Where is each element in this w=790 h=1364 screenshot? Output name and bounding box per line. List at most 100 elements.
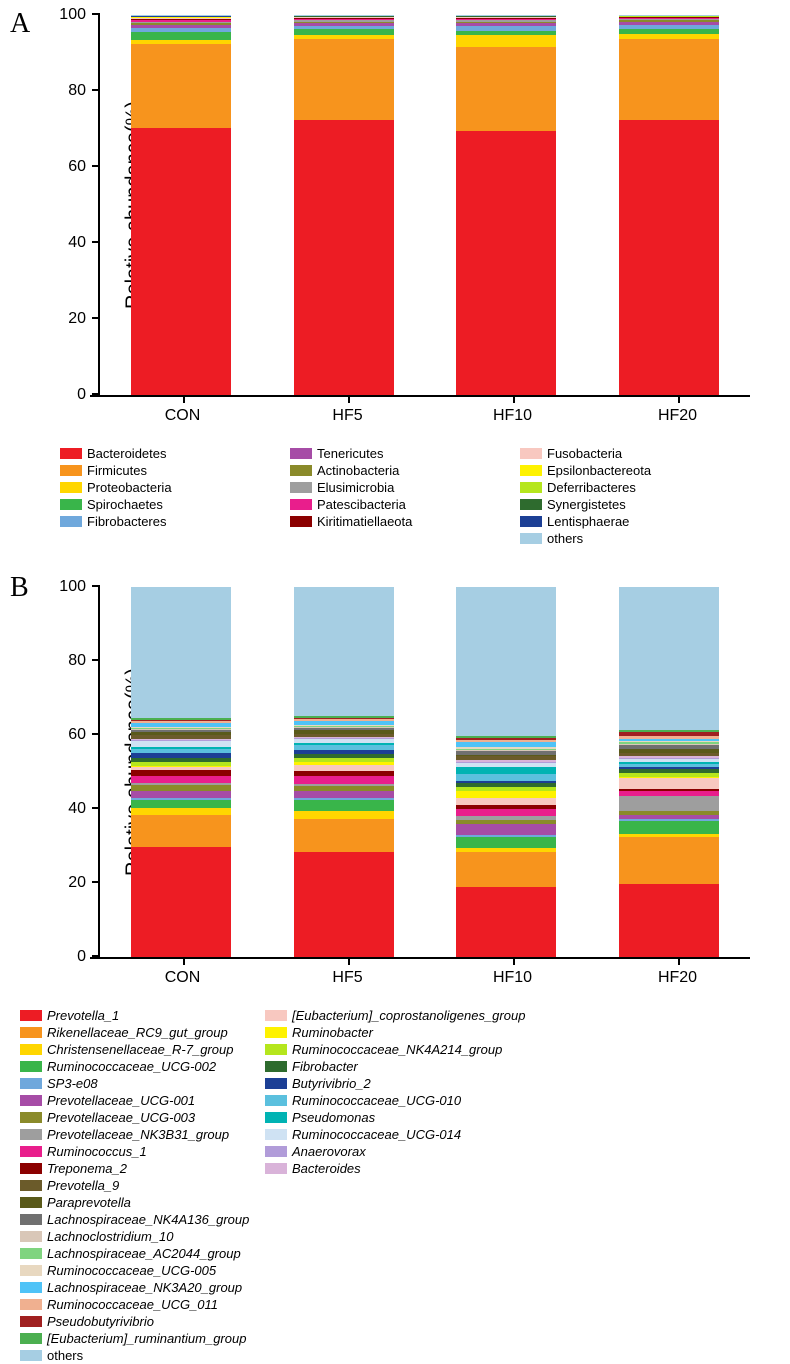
legend-item: Pseudomonas bbox=[265, 1109, 545, 1126]
legend-text: Treponema_2 bbox=[47, 1161, 127, 1176]
legend-item: Anaerovorax bbox=[265, 1143, 545, 1160]
seg bbox=[619, 821, 719, 834]
legend-swatch bbox=[20, 1095, 42, 1106]
legend-item: others bbox=[20, 1347, 265, 1364]
legend-item: Prevotella_1 bbox=[20, 1007, 265, 1024]
legend-text: Ruminococcus_1 bbox=[47, 1144, 147, 1159]
legend-swatch bbox=[20, 1231, 42, 1242]
legend-swatch bbox=[20, 1129, 42, 1140]
legend-swatch bbox=[20, 1146, 42, 1157]
legend-text: Lachnospiraceae_AC2044_group bbox=[47, 1246, 241, 1261]
legend-item: Prevotellaceae_NK3B31_group bbox=[20, 1126, 265, 1143]
legend-text: Rikenellaceae_RC9_gut_group bbox=[47, 1025, 228, 1040]
seg bbox=[456, 587, 556, 736]
legend-item: Lachnoclostridium_10 bbox=[20, 1228, 265, 1245]
seg bbox=[456, 47, 556, 131]
legend-swatch bbox=[290, 516, 312, 527]
legend-text: Ruminococcaceae_UCG-002 bbox=[47, 1059, 216, 1074]
bar-HF5 bbox=[294, 587, 394, 957]
seg bbox=[131, 128, 231, 395]
seg bbox=[619, 120, 719, 395]
legend-swatch bbox=[520, 499, 542, 510]
panel-b-yaxis: 020406080100 bbox=[90, 587, 100, 957]
legend-text: Prevotella_1 bbox=[47, 1008, 119, 1023]
seg bbox=[619, 796, 719, 811]
y-tick-label: 20 bbox=[68, 310, 86, 328]
panel-a-label: A bbox=[10, 8, 30, 40]
legend-swatch bbox=[265, 1146, 287, 1157]
seg bbox=[619, 39, 719, 120]
legend-item: Ruminococcus_1 bbox=[20, 1143, 265, 1160]
legend-swatch bbox=[60, 465, 82, 476]
y-tick-label: 80 bbox=[68, 82, 86, 100]
legend-text: Spirochaetes bbox=[87, 497, 163, 512]
seg bbox=[619, 587, 719, 730]
legend-item: Rikenellaceae_RC9_gut_group bbox=[20, 1024, 265, 1041]
legend-text: Lachnospiraceae_NK3A20_group bbox=[47, 1280, 242, 1295]
legend-item: Ruminococcaceae_UCG-014 bbox=[265, 1126, 545, 1143]
panel-b-legend: Prevotella_1Rikenellaceae_RC9_gut_groupC… bbox=[20, 1007, 770, 1364]
legend-text: Ruminococcaceae_UCG_011 bbox=[47, 1297, 218, 1312]
legend-item: Fibrobacteres bbox=[60, 513, 290, 530]
x-tick bbox=[183, 957, 185, 965]
x-tick bbox=[678, 957, 680, 965]
legend-item: Fibrobacter bbox=[265, 1058, 545, 1075]
y-tick-label: 0 bbox=[77, 948, 86, 966]
legend-text: Prevotellaceae_UCG-003 bbox=[47, 1110, 195, 1125]
legend-swatch bbox=[20, 1044, 42, 1055]
legend-text: Ruminococcaceae_UCG-005 bbox=[47, 1263, 216, 1278]
legend-swatch bbox=[265, 1078, 287, 1089]
legend-text: Proteobacteria bbox=[87, 480, 172, 495]
legend-item: Firmicutes bbox=[60, 462, 290, 479]
seg bbox=[294, 776, 394, 783]
legend-item: Kiritimatiellaeota bbox=[290, 513, 520, 530]
panel-b-label: B bbox=[10, 572, 29, 604]
legend-item: Fusobacteria bbox=[520, 445, 750, 462]
seg bbox=[131, 800, 231, 807]
panel-a: A 020406080100 Relative abundance(%) CON… bbox=[0, 0, 790, 547]
legend-item: [Eubacterium]_ruminantium_group bbox=[20, 1330, 265, 1347]
seg bbox=[456, 824, 556, 835]
legend-item: Butyrivibrio_2 bbox=[265, 1075, 545, 1092]
legend-item: Synergistetes bbox=[520, 496, 750, 513]
legend-swatch bbox=[265, 1044, 287, 1055]
legend-item: Paraprevotella bbox=[20, 1194, 265, 1211]
legend-text: Epsilonbactereota bbox=[547, 463, 651, 478]
seg bbox=[294, 587, 394, 716]
legend-swatch bbox=[20, 1333, 42, 1344]
y-tick bbox=[92, 317, 100, 319]
legend-text: Patescibacteria bbox=[317, 497, 406, 512]
legend-item: Proteobacteria bbox=[60, 479, 290, 496]
legend-text: SP3-e08 bbox=[47, 1076, 98, 1091]
x-tick bbox=[678, 395, 680, 403]
legend-text: Ruminobacter bbox=[292, 1025, 373, 1040]
legend-item: SP3-e08 bbox=[20, 1075, 265, 1092]
legend-item: Tenericutes bbox=[290, 445, 520, 462]
seg bbox=[456, 837, 556, 848]
seg bbox=[456, 791, 556, 798]
x-tick-label: CON bbox=[165, 407, 201, 425]
legend-swatch bbox=[20, 1061, 42, 1072]
x-tick-label: HF5 bbox=[332, 407, 362, 425]
legend-swatch bbox=[265, 1010, 287, 1021]
seg bbox=[456, 131, 556, 395]
legend-text: others bbox=[547, 531, 583, 546]
legend-swatch bbox=[520, 533, 542, 544]
legend-swatch bbox=[265, 1027, 287, 1038]
legend-column: FusobacteriaEpsilonbactereotaDeferribact… bbox=[520, 445, 750, 547]
seg bbox=[131, 587, 231, 718]
legend-text: Actinobacteria bbox=[317, 463, 399, 478]
bar-HF20 bbox=[619, 587, 719, 957]
legend-swatch bbox=[20, 1027, 42, 1038]
bar-HF5 bbox=[294, 15, 394, 395]
x-tick-label: HF5 bbox=[332, 969, 362, 987]
legend-swatch bbox=[290, 499, 312, 510]
y-tick-label: 60 bbox=[68, 726, 86, 744]
legend-text: Lachnospiraceae_NK4A136_group bbox=[47, 1212, 249, 1227]
panel-b-xaxis: CONHF5HF10HF20 bbox=[90, 957, 750, 959]
seg bbox=[131, 776, 231, 783]
panel-b-plot: 020406080100 Relative abundance(%) CONHF… bbox=[100, 587, 750, 957]
legend-swatch bbox=[265, 1061, 287, 1072]
legend-text: Lachnoclostridium_10 bbox=[47, 1229, 173, 1244]
bar-CON bbox=[131, 15, 231, 395]
